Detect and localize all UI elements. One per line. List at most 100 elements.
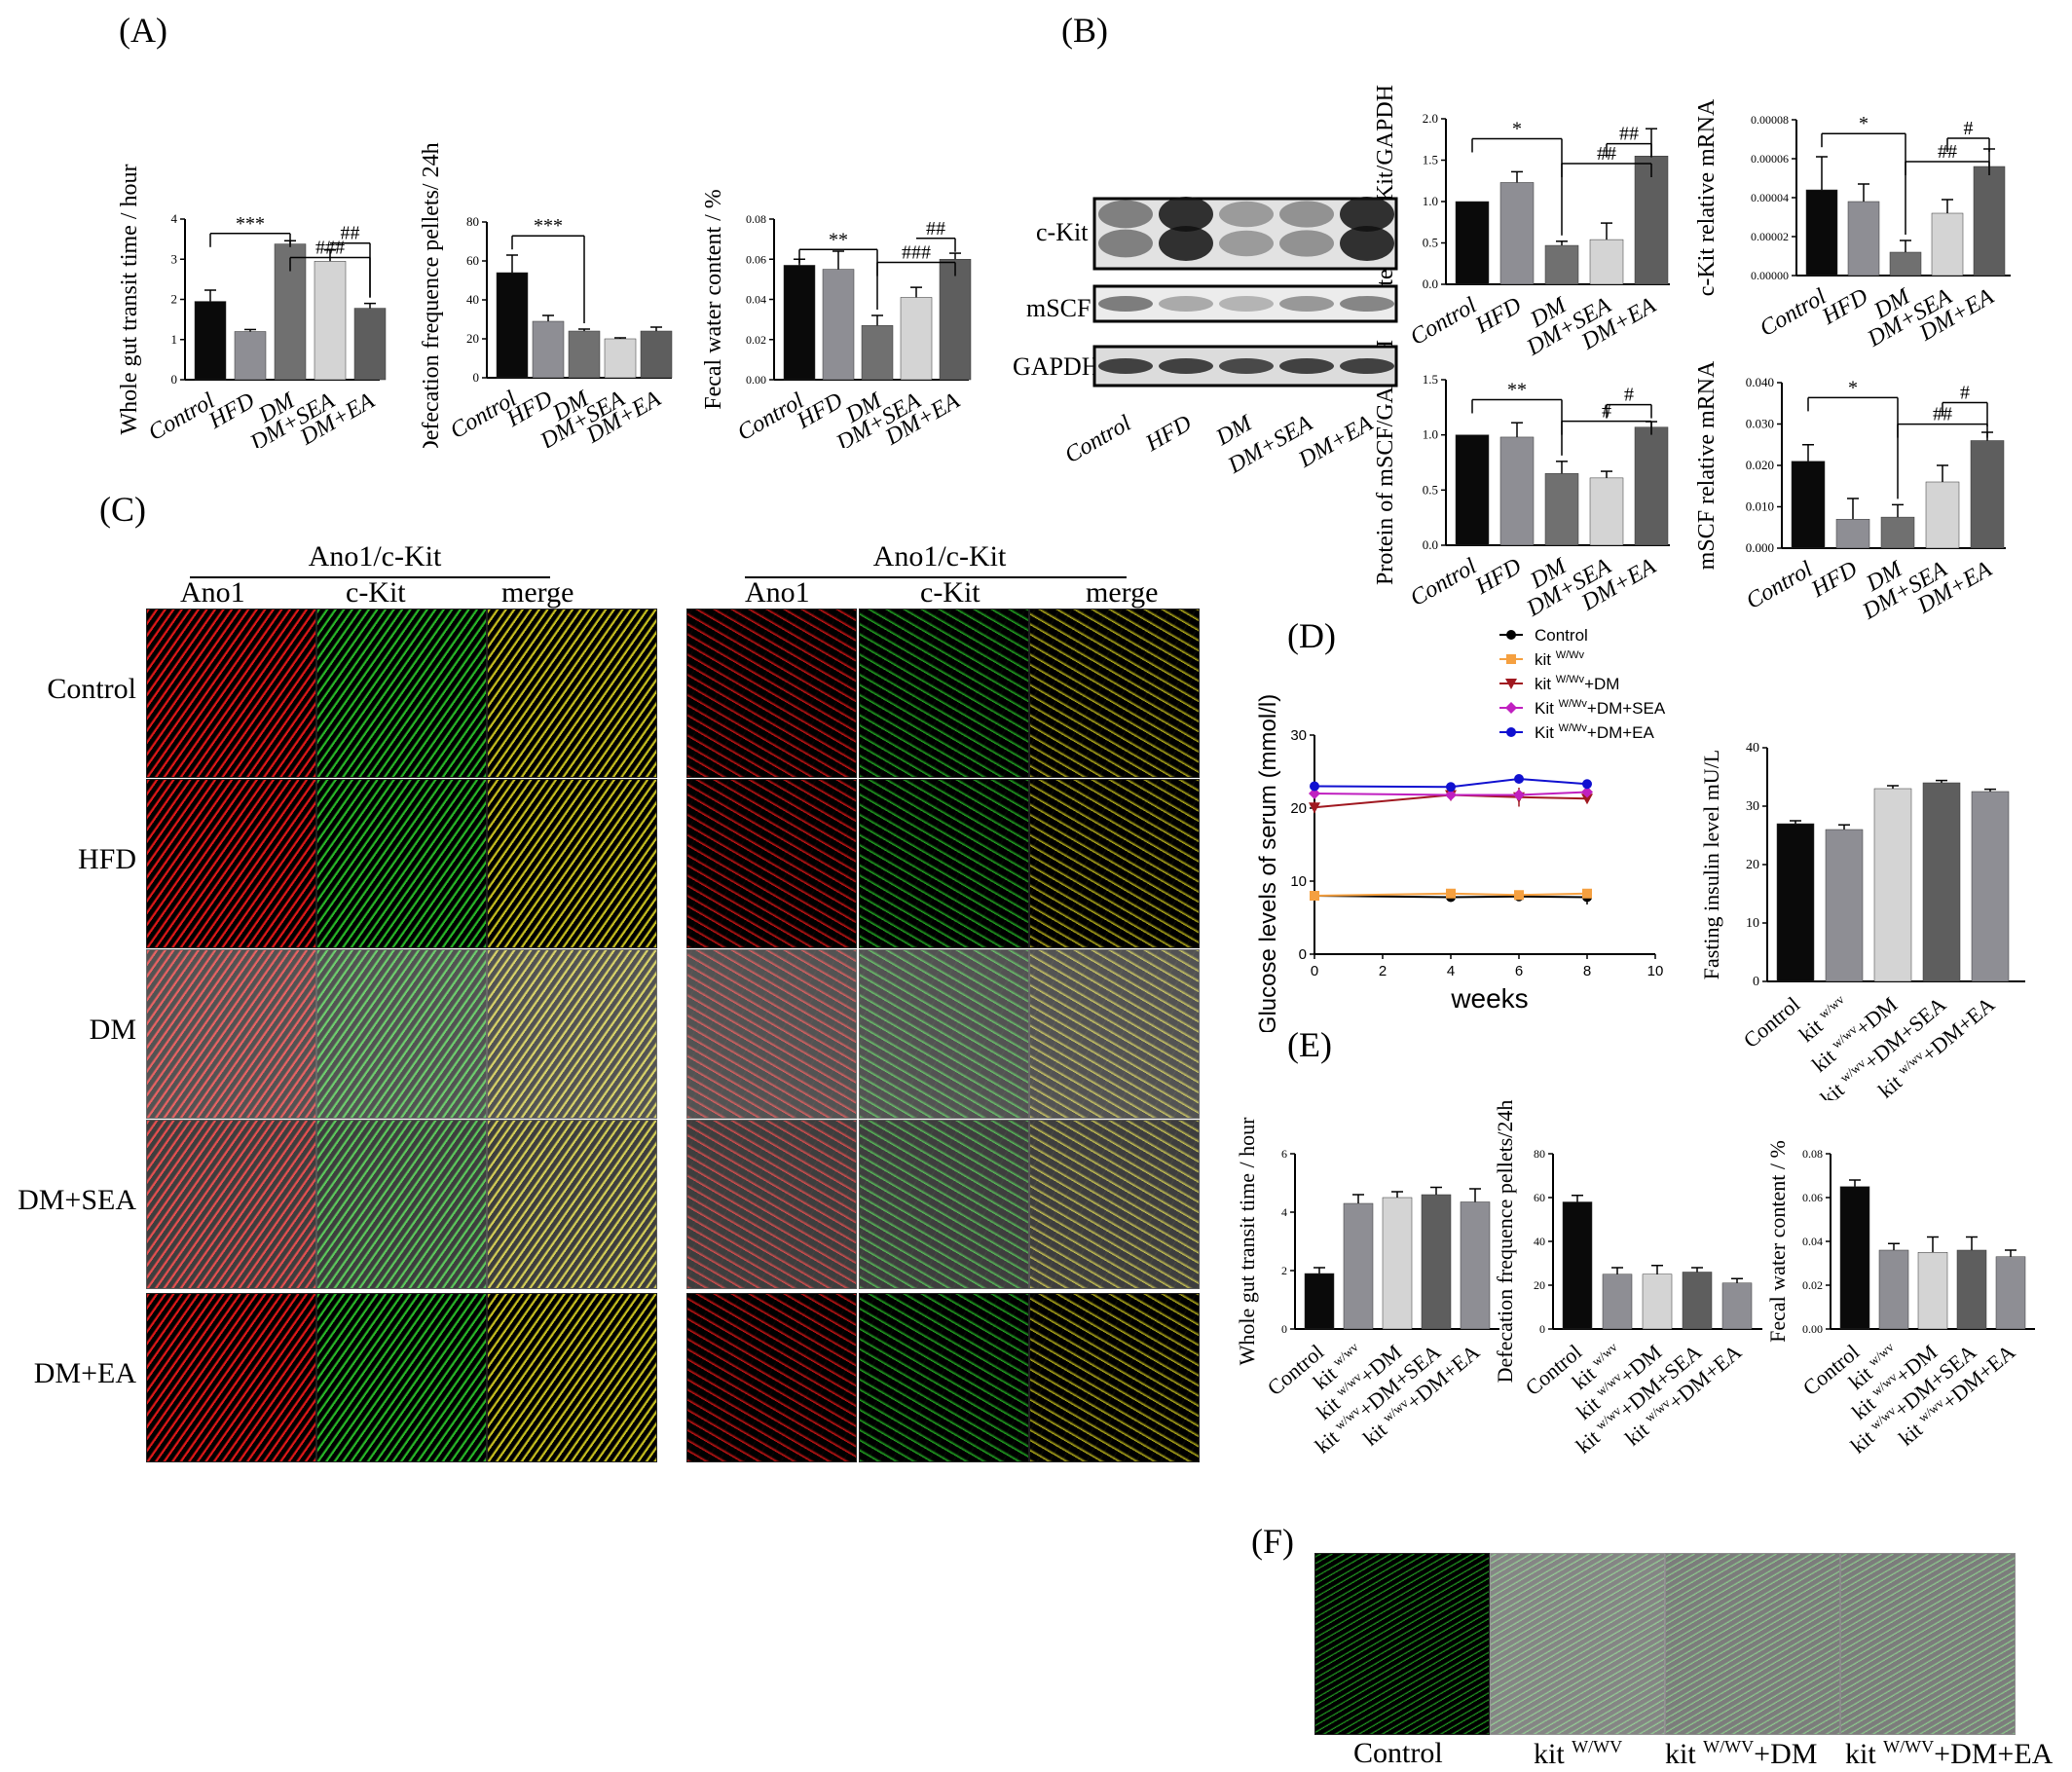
- y-tick-label: 20: [1290, 800, 1307, 817]
- bar: [353, 308, 387, 381]
- bar: [1776, 823, 1815, 982]
- data-point: [1513, 789, 1525, 801]
- panel-label-d: (D): [1287, 616, 1336, 655]
- bar: [1839, 1186, 1870, 1330]
- group-title-left: Ano1/c-Kit: [308, 540, 442, 572]
- bar: [496, 272, 529, 379]
- blot-band: [1159, 296, 1213, 312]
- row-label: Control: [47, 673, 136, 705]
- y-axis-label: c-Kit relative mRNA: [1694, 98, 1720, 296]
- micrograph-merge: [1029, 779, 1200, 948]
- y-tick-label: 3: [171, 251, 178, 266]
- y-tick-label: 1.0: [1423, 194, 1438, 208]
- bar: [1970, 440, 2005, 549]
- x-axis-label: weeks: [1450, 983, 1528, 1014]
- band-label-ckit: c-Kit: [1036, 218, 1089, 246]
- y-tick-label: 60: [1534, 1191, 1545, 1204]
- micrograph-ckit: [859, 949, 1029, 1119]
- y-tick-label: 80: [1534, 1147, 1545, 1161]
- y-tick-label: 0: [1753, 975, 1759, 989]
- micrograph-ckit: [316, 1293, 487, 1462]
- bar: [1791, 461, 1826, 549]
- bar: [604, 338, 637, 379]
- micrograph-merge: [487, 609, 657, 778]
- bar: [1880, 516, 1915, 549]
- bar: [1544, 473, 1579, 546]
- bar: [900, 297, 933, 381]
- y-tick-label: 0: [1281, 1322, 1287, 1336]
- y-tick-label: 6: [1281, 1147, 1287, 1161]
- bar: [1889, 251, 1922, 277]
- data-point: [1514, 774, 1524, 784]
- significance-label: ***: [534, 215, 563, 237]
- micrograph-ckit: [316, 779, 487, 948]
- bar: [1721, 1282, 1753, 1330]
- micrograph-ano1: [146, 1293, 316, 1462]
- y-tick-label: 0.5: [1423, 236, 1438, 250]
- bar: [274, 243, 307, 381]
- y-axis-label: mSCF relative mRNA: [1694, 360, 1720, 570]
- data-point: [1582, 888, 1592, 899]
- y-tick-label: 0.02: [1802, 1278, 1823, 1292]
- blot-band: [1159, 197, 1213, 232]
- y-tick-label: 0.08: [746, 212, 766, 226]
- data-point: [1506, 727, 1516, 737]
- bar: [1956, 1249, 1987, 1330]
- micrograph-ano1: [686, 609, 857, 778]
- f-label-kit-dm-prefix: kit: [1665, 1738, 1704, 1770]
- data-point: [1446, 888, 1456, 899]
- blot-band: [1219, 230, 1274, 257]
- chart-defecation-e: 0 20 40 60 80 Defecation frequence pellets/24…: [1495, 1100, 1762, 1458]
- y-axis-label: Fecal water content / %: [1767, 1140, 1790, 1343]
- bar: [1421, 1194, 1452, 1330]
- significance-label: ##: [926, 218, 945, 240]
- y-tick-label: 80: [466, 214, 479, 229]
- y-tick-label: 0.04: [1802, 1235, 1823, 1248]
- legend-label: Control: [1535, 626, 1588, 645]
- data-point: [1506, 630, 1516, 640]
- band-label-gapdh: GAPDH: [1013, 352, 1100, 381]
- category-label: HFD: [204, 388, 259, 435]
- bar: [1995, 1256, 2026, 1330]
- bar: [1847, 201, 1880, 277]
- significance-label: #: [1960, 383, 1970, 404]
- y-axis-label: Fecal water content / %: [701, 189, 726, 410]
- micrograph-merge: [487, 779, 657, 948]
- y-tick-label: 0: [1539, 1322, 1545, 1336]
- data-point: [1581, 786, 1593, 798]
- bar: [1878, 1249, 1909, 1330]
- y-tick-label: 30: [1290, 727, 1307, 744]
- bar: [1499, 436, 1535, 546]
- y-tick-label: 0.000: [1746, 540, 1774, 555]
- bar: [1602, 1274, 1633, 1330]
- bar: [1343, 1202, 1374, 1330]
- blot-band: [1279, 230, 1334, 257]
- y-tick-label: 4: [171, 211, 178, 226]
- x-tick-label: 0: [1311, 963, 1318, 979]
- micrograph-merge: [487, 1293, 657, 1462]
- blot-band: [1098, 296, 1153, 312]
- bar: [1544, 244, 1579, 285]
- y-tick-label: 0: [171, 372, 178, 387]
- f-label-control: Control: [1353, 1737, 1443, 1769]
- blot-band: [1340, 226, 1394, 261]
- f-label-kit-prefix: kit: [1534, 1738, 1572, 1770]
- y-axis-label: Defecation frequence pellets/ 24h: [419, 142, 444, 448]
- y-tick-label: 0.00006: [1751, 152, 1789, 166]
- data-point: [1514, 890, 1524, 901]
- chart-glucose-levels: 0 10 20 30 0 2 4 6 8 10 weeks Glucose levels of ser…: [1255, 626, 1666, 1032]
- x-tick-label: 8: [1583, 963, 1591, 979]
- f-label-kit-dm: kit W/WV+DM: [1665, 1737, 1817, 1771]
- data-point: [1445, 789, 1457, 801]
- bar: [1931, 212, 1964, 277]
- y-tick-label: 0: [1299, 946, 1307, 963]
- significance-label: *: [1848, 377, 1858, 398]
- bar: [1917, 1252, 1948, 1330]
- f-label-kit-dm-ea-sup: W/WV: [1883, 1737, 1935, 1756]
- blot-band: [1340, 197, 1394, 232]
- micrograph-ano1: [686, 1120, 857, 1289]
- y-tick-label: 0: [473, 370, 480, 385]
- panel-label-f: (F): [1251, 1522, 1294, 1561]
- bar: [234, 331, 267, 381]
